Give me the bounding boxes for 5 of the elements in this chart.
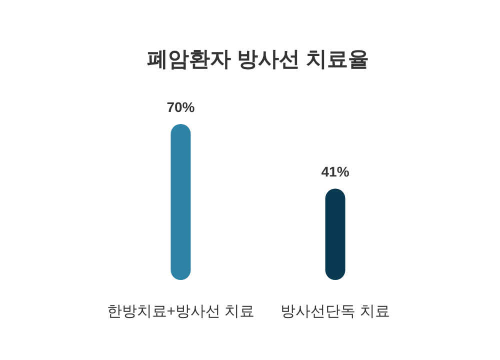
data-label: 70% (166, 99, 196, 115)
data-label: 41% (321, 164, 350, 180)
x-tick-label: 방사선단독 치료 (280, 303, 390, 320)
chart-title: 폐암환자 방사선 치료율 (147, 48, 369, 71)
x-tick-label: 한방치료+방사선 치료 (106, 303, 255, 320)
